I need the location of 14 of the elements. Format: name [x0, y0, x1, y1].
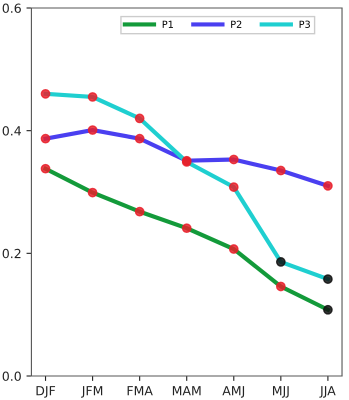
- x-tick-label: FMA: [128, 386, 153, 396]
- x-tick-label: AMJ: [222, 386, 244, 398]
- x-tick-label: MJJ: [272, 386, 289, 398]
- y-tick-label: 0.0: [2, 371, 21, 381]
- x-tick-label: DJF: [36, 386, 56, 398]
- x-tick-label: MAM: [172, 386, 201, 396]
- x-tick-label: JFM: [81, 386, 102, 398]
- legend-label: P1: [162, 20, 173, 28]
- y-tick-label: 0.4: [2, 126, 21, 136]
- y-tick-label: 0.6: [2, 3, 21, 13]
- legend-label: P2: [231, 20, 242, 28]
- x-tick-label: JJA: [319, 386, 336, 398]
- legend-label: P3: [300, 20, 310, 28]
- y-tick-label: 0.2: [2, 248, 20, 258]
